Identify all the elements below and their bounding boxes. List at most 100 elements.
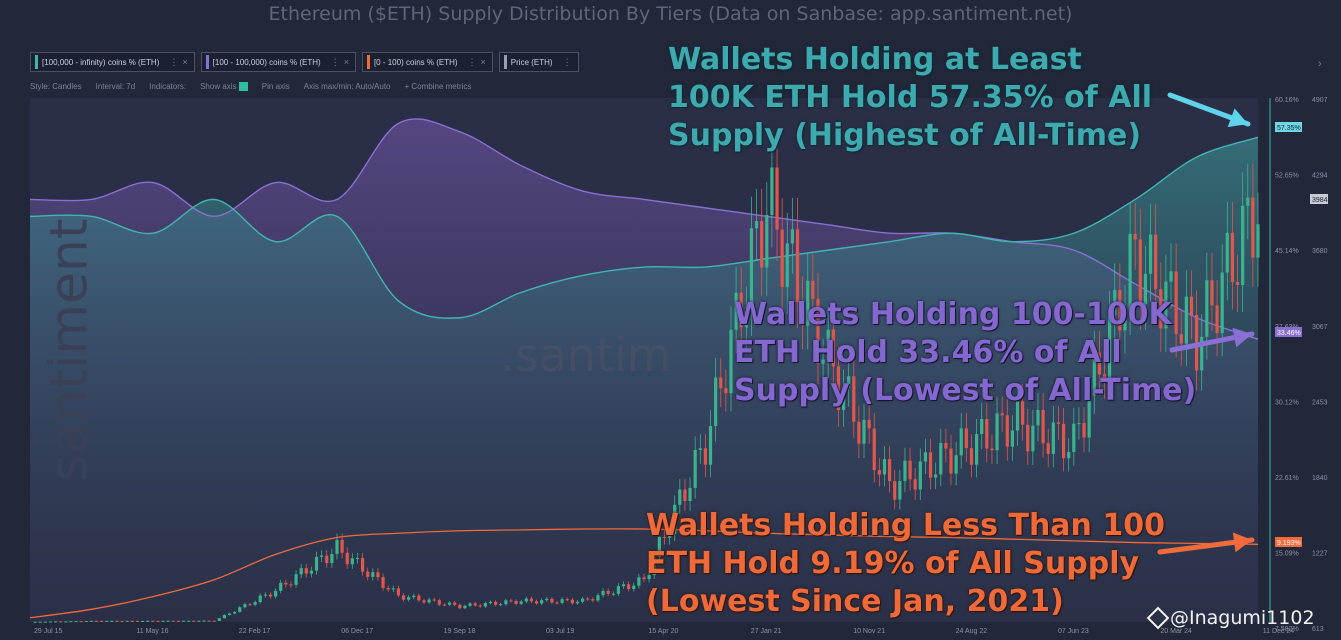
- price-candle: [289, 584, 293, 586]
- price-candle: [836, 366, 841, 410]
- price-candle: [217, 618, 221, 621]
- price-candle: [100, 620, 104, 622]
- price-candle: [990, 448, 994, 451]
- price-candle: [499, 604, 503, 606]
- price-candle: [69, 621, 73, 623]
- y-tick-label-left: 7.582%: [1275, 626, 1299, 633]
- price-candle: [197, 620, 201, 622]
- price-candle: [1235, 282, 1240, 286]
- more-icon[interactable]: ⋮: [169, 56, 179, 67]
- price-candle: [678, 489, 682, 505]
- price-candle: [770, 167, 774, 215]
- price-candle: [1215, 305, 1219, 334]
- y-tick-label-right: 3067: [1312, 324, 1328, 331]
- price-candle: [401, 595, 406, 600]
- price-candle: [151, 620, 155, 622]
- y-tick-label-right: 4294: [1312, 173, 1328, 180]
- price-candle: [135, 620, 140, 622]
- style-dropdown[interactable]: Style: Candles: [30, 82, 82, 91]
- metric-chip-whales[interactable]: [100,000 - infinity) coins % (ETH) ⋮ ×: [30, 52, 195, 72]
- metric-chip-price[interactable]: Price (ETH) ⋮: [498, 52, 579, 72]
- checkbox-icon[interactable]: [238, 82, 248, 92]
- price-candle: [1200, 336, 1204, 371]
- price-candle: [84, 621, 88, 623]
- more-icon[interactable]: ⋮: [467, 56, 477, 67]
- price-candle: [156, 620, 160, 622]
- close-icon[interactable]: ×: [182, 57, 188, 67]
- price-candle: [64, 621, 68, 623]
- price-candle: [637, 577, 641, 586]
- price-candle: [688, 487, 692, 502]
- combine-metrics-button[interactable]: + Combine metrics: [404, 82, 472, 91]
- price-candle: [325, 555, 329, 564]
- price-candle: [1225, 232, 1229, 273]
- chevron-icon[interactable]: ›: [1318, 58, 1322, 70]
- price-candle: [355, 558, 360, 560]
- price-candle: [939, 443, 943, 475]
- metric-chip-small[interactable]: [0 - 100) coins % (ETH) ⋮ ×: [361, 52, 493, 72]
- price-candle: [841, 388, 846, 410]
- price-candle: [529, 598, 534, 602]
- axis-minmax-dropdown[interactable]: Axis max/min: Auto/Auto: [303, 82, 391, 91]
- indicators-dropdown[interactable]: Indicators:: [149, 82, 187, 91]
- price-candle: [698, 448, 702, 451]
- price-candle: [407, 597, 411, 600]
- price-candle: [811, 280, 815, 299]
- price-candle: [555, 602, 559, 604]
- price-candle: [744, 311, 748, 328]
- price-value-tag: 3984: [1312, 197, 1328, 204]
- y-tick-label-left: 60.16%: [1275, 97, 1299, 104]
- price-candle: [202, 620, 206, 622]
- price-candle: [1067, 451, 1071, 459]
- price-candle: [1113, 289, 1117, 316]
- small-tier-line: [29, 528, 1259, 619]
- price-candle: [222, 614, 227, 619]
- price-candle: [350, 558, 354, 565]
- price-candle: [120, 621, 124, 623]
- annotation-line: Supply (Lowest of All-Time): [734, 373, 1197, 408]
- price-color-swatch: [503, 55, 507, 69]
- x-tick-label: 03 Jul 19: [546, 628, 575, 635]
- whale-value-tag-bg: [1275, 122, 1302, 132]
- price-candle: [417, 595, 421, 601]
- pin-axis-toggle[interactable]: Pin axis: [261, 82, 290, 91]
- price-candle: [192, 620, 196, 622]
- whale-tier-line: [29, 136, 1259, 319]
- y-tick-label-right: 3680: [1312, 248, 1328, 255]
- price-candle: [1159, 289, 1163, 329]
- price-candle: [125, 620, 129, 622]
- price-candle: [176, 620, 180, 622]
- price-candle: [1133, 233, 1137, 240]
- more-icon[interactable]: ⋮: [562, 56, 572, 67]
- annotation-mid: Wallets Holding 100-100K ETH Hold 33.46%…: [734, 296, 1196, 410]
- price-candle: [248, 604, 252, 606]
- price-candle: [980, 418, 984, 434]
- price-candle: [1036, 409, 1040, 426]
- show-axis-toggle[interactable]: Show axis: [200, 82, 248, 92]
- price-candle: [964, 428, 968, 449]
- y-tick-label-right: 1840: [1312, 475, 1328, 482]
- price-candle: [79, 621, 83, 623]
- small-value-tag: 9.193%: [1277, 540, 1301, 547]
- close-icon[interactable]: ×: [480, 57, 486, 67]
- metric-chip-mid[interactable]: [100 - 100,000) coins % (ETH) ⋮ ×: [200, 52, 356, 72]
- annotation-line: (Lowest Since Jan, 2021): [646, 584, 1064, 619]
- price-candle: [33, 621, 37, 623]
- interval-dropdown[interactable]: Interval: 7d: [95, 82, 136, 91]
- price-candle: [719, 377, 723, 389]
- metric-label-mid: [100 - 100,000) coins % (ETH): [212, 57, 321, 67]
- price-candle: [447, 602, 452, 605]
- price-candle: [790, 229, 794, 244]
- price-candle: [1220, 272, 1224, 334]
- close-icon[interactable]: ×: [343, 57, 349, 67]
- annotation-line: Wallets Holding 100-100K: [734, 297, 1172, 332]
- price-candle: [647, 575, 651, 580]
- y-tick-label-right: 4907: [1312, 97, 1328, 104]
- more-icon[interactable]: ⋮: [330, 56, 340, 67]
- price-candle: [453, 602, 457, 605]
- price-candle: [1021, 401, 1025, 425]
- mid-arrow-head: [1232, 327, 1252, 348]
- price-candle: [509, 600, 513, 602]
- x-tick-label: 06 Dec 17: [341, 628, 373, 635]
